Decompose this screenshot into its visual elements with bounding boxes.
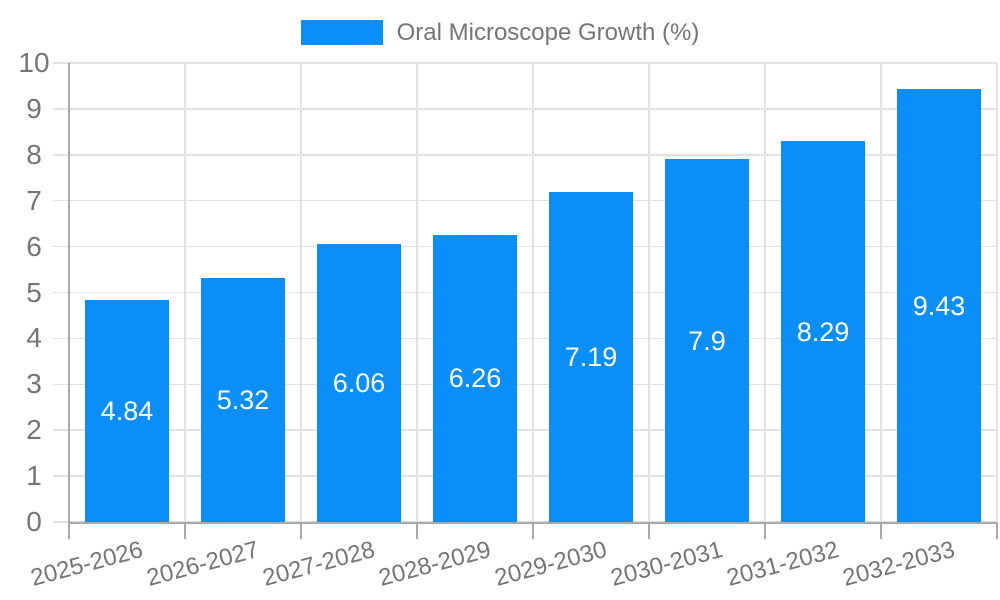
x-tick (648, 522, 650, 539)
bar (549, 191, 633, 522)
bar-value-label: 6.26 (448, 363, 502, 394)
y-tick-label: 8 (26, 138, 42, 170)
y-gridline (53, 199, 997, 202)
x-gridline (184, 63, 186, 522)
x-tick (532, 522, 534, 539)
y-gridline (53, 383, 997, 386)
y-tick-label: 5 (26, 276, 42, 308)
y-tick-label: 0 (26, 506, 42, 537)
bar (781, 141, 865, 522)
bar (85, 299, 169, 522)
x-gridline (880, 63, 882, 522)
bar-value-label: 8.29 (796, 316, 850, 347)
bar-value-label: 4.84 (100, 395, 154, 426)
x-tick (764, 522, 766, 539)
x-gridline (996, 63, 998, 522)
x-tick (880, 522, 882, 539)
bar (317, 243, 401, 522)
bar (433, 234, 517, 522)
x-axis-line (68, 521, 998, 524)
y-tick-label: 6 (26, 230, 42, 262)
bar (201, 277, 285, 522)
bar-value-label: 7.19 (564, 341, 618, 372)
y-gridline (53, 62, 997, 64)
x-tick (996, 522, 998, 539)
y-tick-label: 10 (18, 47, 50, 78)
y-gridline (53, 154, 997, 156)
y-gridline (53, 245, 997, 248)
y-gridline (53, 108, 997, 110)
y-axis-line (68, 63, 70, 524)
bar-value-label: 5.32 (216, 384, 270, 415)
y-gridline (53, 429, 997, 431)
y-tick-label: 1 (26, 460, 42, 492)
y-tick-label: 3 (26, 368, 42, 400)
bar (897, 89, 981, 522)
legend: Oral Microscope Growth (%) (0, 19, 1000, 45)
y-gridline (53, 337, 997, 340)
x-gridline (532, 63, 534, 522)
x-gridline (648, 63, 650, 522)
bar-value-label: 9.43 (912, 290, 966, 321)
y-gridline (53, 475, 997, 477)
legend-swatch (300, 19, 383, 45)
y-tick-label: 2 (26, 414, 42, 446)
bar-value-label: 7.9 (688, 325, 726, 356)
legend-label: Oral Microscope Growth (%) (396, 18, 700, 46)
y-tick-label: 9 (26, 92, 42, 124)
x-gridline (300, 63, 302, 522)
x-tick (416, 522, 418, 539)
x-tick (68, 522, 70, 539)
y-tick-label: 7 (26, 184, 42, 216)
x-tick (300, 522, 302, 539)
y-gridline (53, 291, 997, 294)
x-tick (184, 522, 186, 539)
x-gridline (764, 63, 766, 522)
bar (665, 159, 749, 522)
x-gridline (416, 63, 418, 522)
y-tick-label: 4 (26, 322, 42, 354)
bar-value-label: 6.06 (332, 367, 386, 398)
